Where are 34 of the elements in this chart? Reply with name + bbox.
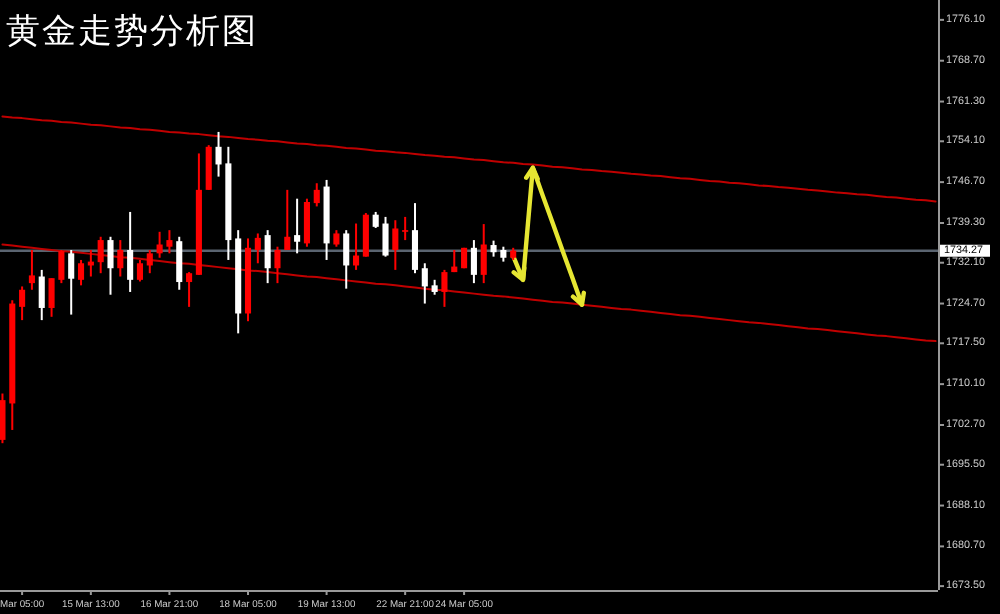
candlestick [107, 235, 114, 296]
candlestick [470, 239, 477, 285]
line-series [1, 243, 937, 343]
candlestick [38, 268, 45, 322]
candlestick [402, 215, 409, 242]
candlestick [294, 197, 301, 255]
chart-title: 黄金走势分析图 [6, 12, 258, 52]
candlestick [362, 212, 369, 258]
candlestick [97, 235, 104, 275]
candlestick [205, 144, 212, 191]
candlestick [303, 197, 310, 248]
candlestick [117, 239, 124, 278]
candlestick [77, 258, 85, 287]
candlestick [186, 271, 193, 308]
candlestick [411, 202, 419, 275]
candlestick [19, 285, 26, 322]
candlestick [136, 258, 144, 283]
candlestick [127, 210, 134, 293]
candlestick [176, 235, 183, 291]
candlestick [274, 245, 281, 285]
candlestick [254, 232, 261, 265]
candlestick [421, 262, 428, 305]
candlestick [480, 223, 487, 285]
candlestick [441, 268, 448, 308]
line-series [1, 115, 937, 203]
candlestick [264, 229, 271, 285]
candlestick [392, 219, 399, 271]
candlestick [28, 249, 35, 291]
candlestick [146, 249, 153, 275]
candlestick [68, 249, 75, 316]
candlestick [353, 222, 360, 271]
candlestick [313, 182, 320, 208]
candlestick [284, 188, 291, 252]
candlestick [343, 229, 350, 290]
